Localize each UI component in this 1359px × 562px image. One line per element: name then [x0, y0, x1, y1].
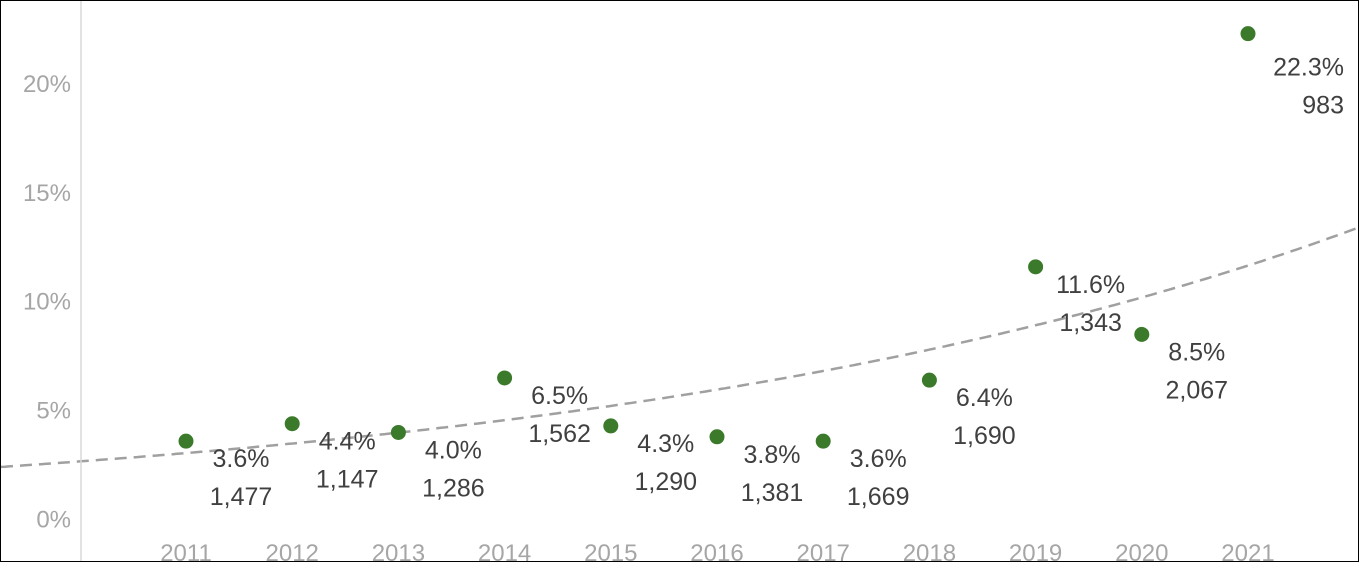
- data-label-percent: 4.0%: [425, 436, 482, 464]
- data-point[interactable]: [497, 370, 513, 386]
- x-tick-label: 2019: [1009, 540, 1062, 561]
- data-point[interactable]: [390, 424, 406, 440]
- x-tick-label: 2018: [903, 540, 956, 561]
- data-label-count: 1,562: [528, 420, 591, 448]
- data-label-percent: 6.4%: [956, 384, 1013, 412]
- data-label-percent: 3.6%: [850, 445, 907, 473]
- data-point[interactable]: [1028, 259, 1044, 275]
- trendline: [1, 226, 1358, 469]
- data-label-percent: 3.6%: [213, 445, 270, 473]
- y-tick-label: 0%: [36, 507, 71, 534]
- x-tick-label: 2012: [266, 540, 319, 561]
- data-point[interactable]: [815, 433, 831, 449]
- data-label-percent: 8.5%: [1168, 338, 1225, 366]
- axes: 0% 5% 10% 15% 20% 2011 2012 2013 2014 2015 2016 201…: [23, 1, 1275, 561]
- data-label-percent: 4.4%: [319, 428, 376, 456]
- data-label-count: 1,343: [1059, 309, 1122, 337]
- data-label-count: 1,690: [953, 422, 1016, 450]
- data-points: [178, 26, 1256, 449]
- x-tick-label: 2020: [1115, 540, 1168, 561]
- data-label-percent: 3.8%: [744, 441, 801, 469]
- trendline-layer: [1, 226, 1358, 469]
- data-label-count: 1,290: [635, 468, 698, 496]
- x-tick-label: 2017: [797, 540, 850, 561]
- data-label-count: 1,669: [847, 483, 910, 511]
- data-label-count: 1,381: [741, 479, 804, 507]
- x-tick-label: 2021: [1221, 540, 1274, 561]
- data-label-percent: 22.3%: [1273, 54, 1344, 82]
- data-point[interactable]: [284, 416, 300, 432]
- data-label-percent: 4.3%: [637, 430, 694, 458]
- y-tick-label: 15%: [23, 180, 71, 207]
- data-label-count: 2,067: [1166, 376, 1229, 404]
- data-label-count: 1,147: [316, 466, 379, 494]
- x-tick-label: 2015: [584, 540, 637, 561]
- data-point[interactable]: [603, 418, 619, 434]
- data-point[interactable]: [921, 372, 937, 388]
- x-tick-label: 2011: [160, 540, 212, 561]
- data-label-percent: 11.6%: [1056, 271, 1125, 299]
- y-tick-label: 10%: [23, 289, 71, 316]
- data-label-count: 1,477: [210, 483, 273, 511]
- data-label-count: 983: [1302, 92, 1344, 120]
- x-tick-label: 2016: [690, 540, 743, 561]
- data-label-count: 1,286: [422, 474, 485, 502]
- data-label-percent: 6.5%: [531, 382, 588, 410]
- x-tick-label: 2014: [478, 540, 531, 561]
- y-tick-label: 20%: [23, 71, 71, 98]
- data-labels: 3.6% 1,477 4.4% 1,147 4.0% 1,286 6.5% 1,562 4.3%…: [210, 54, 1344, 511]
- data-point[interactable]: [178, 433, 194, 449]
- x-tick-label: 2013: [372, 540, 425, 561]
- data-point[interactable]: [709, 429, 725, 445]
- y-tick-label: 5%: [36, 398, 71, 425]
- data-point[interactable]: [1134, 326, 1150, 342]
- data-point[interactable]: [1240, 26, 1256, 42]
